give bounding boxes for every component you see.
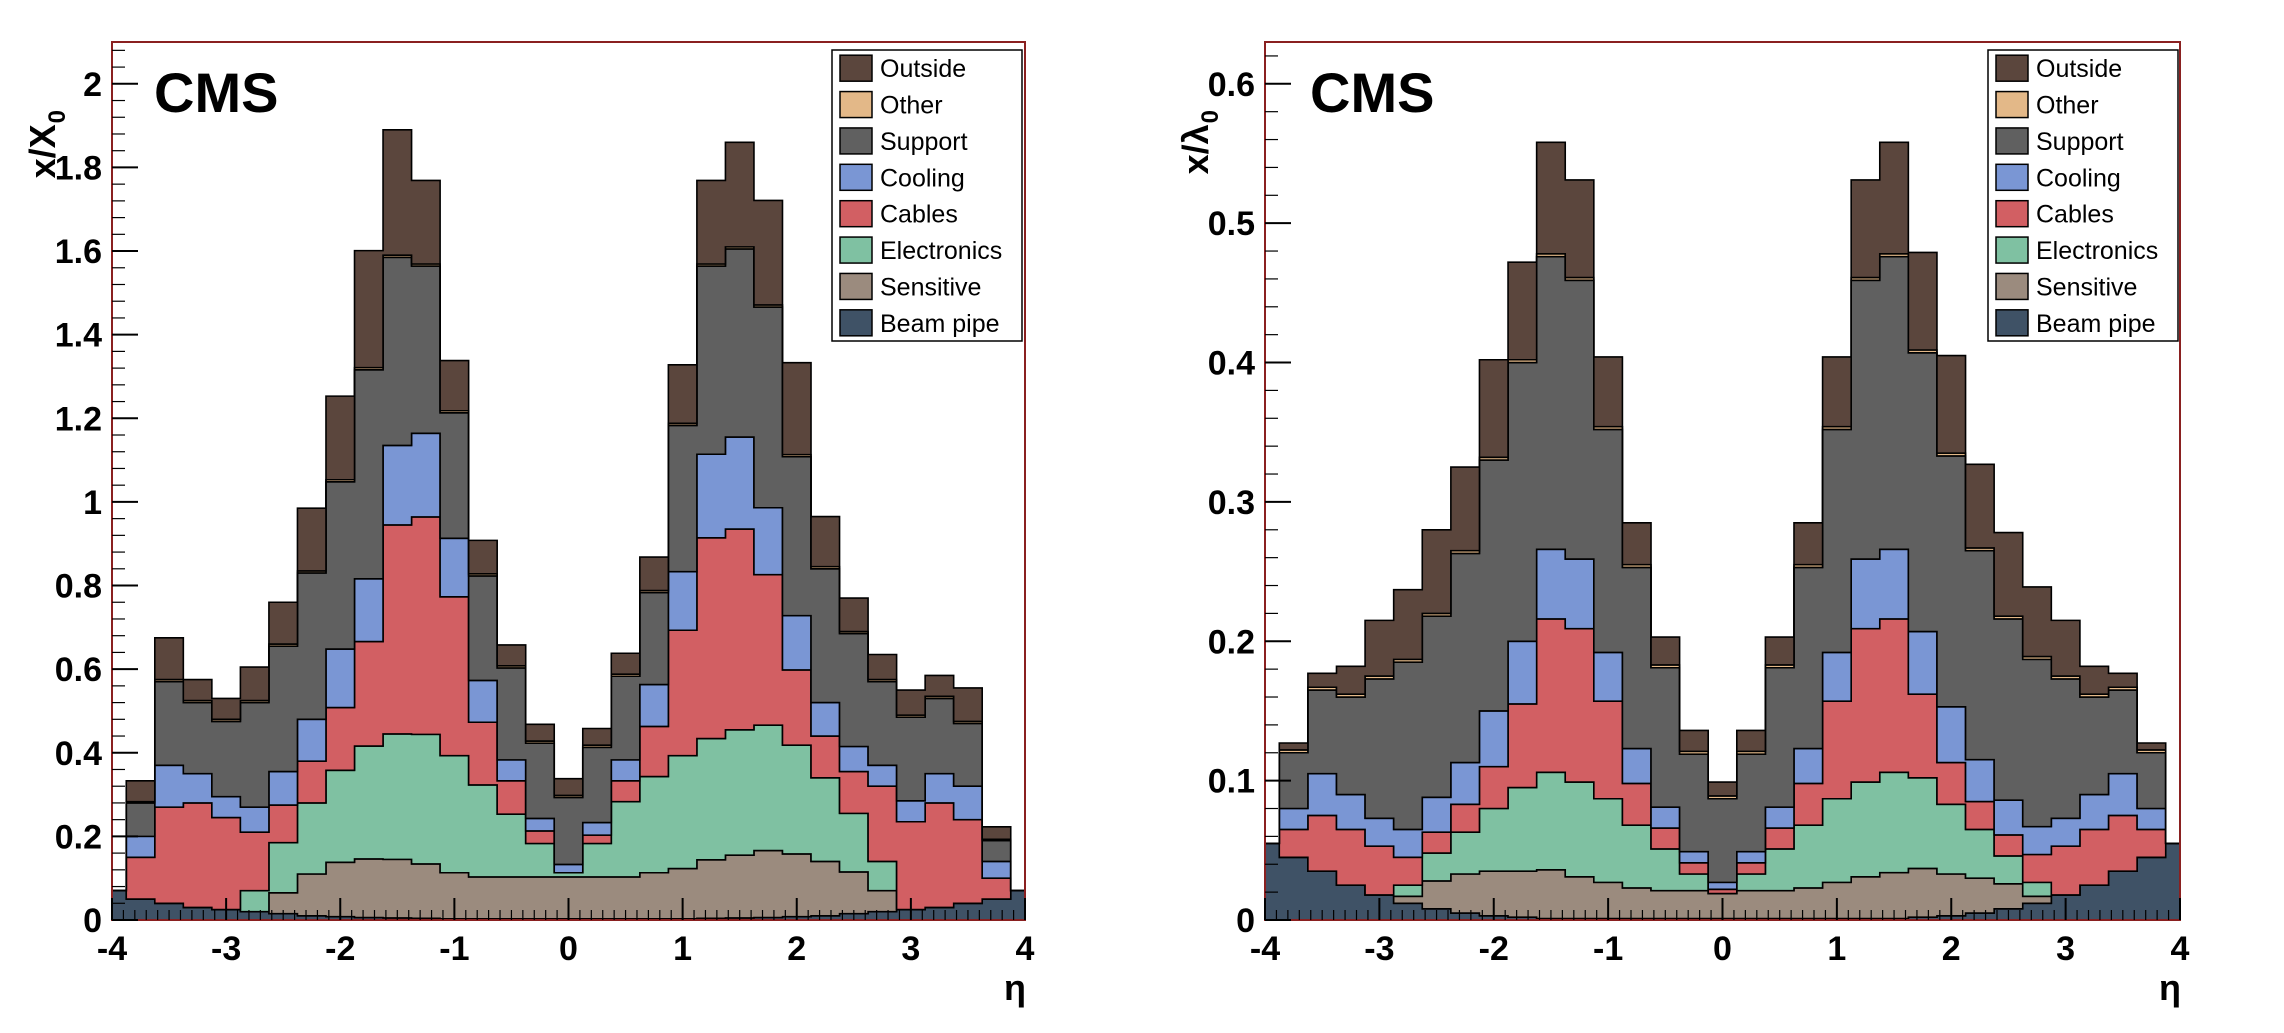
y-tick-label: 1.6	[55, 233, 102, 271]
legend-swatch	[1995, 90, 2029, 119]
series-outside	[1265, 141, 2180, 845]
y-tick-label: 0.2	[55, 818, 102, 856]
legend-swatch	[1995, 163, 2029, 192]
legend-label: Sensitive	[880, 273, 981, 301]
legend-label: Cooling	[2036, 164, 2121, 192]
y-tick-label: 0.2	[1208, 623, 1255, 661]
y-tick-label: 1.4	[55, 317, 102, 355]
legend-label: Other	[880, 92, 943, 120]
y-tick-label: 1.2	[55, 400, 102, 438]
legend-label: Outside	[2036, 55, 2122, 83]
x-axis-title: η	[1004, 967, 1026, 1008]
chart-panel-2: -4 -3 -2 -1 0 1 2 3 4 0 0.1 0.2 0.3 0.4 0.5 0.6 CMS x/λ0 η…	[1175, 41, 2190, 1008]
y-tick-label: 1.8	[55, 149, 102, 187]
y-tick-label: 0.4	[55, 735, 102, 773]
x-tick-label: -2	[1479, 930, 1509, 968]
legend-swatch	[839, 163, 873, 192]
legend-label: Cables	[880, 201, 958, 229]
y-tick-label: 0.6	[55, 651, 102, 689]
legend-swatch	[1995, 309, 2029, 337]
legend-swatch	[1995, 127, 2029, 155]
x-tick-label: 2	[1942, 930, 1961, 968]
experiment-label: CMS	[154, 61, 278, 124]
x-tick-label: -1	[1593, 930, 1623, 968]
legend-label: Electronics	[880, 237, 1002, 265]
y-axis-title: x/λ0	[1175, 110, 1224, 174]
x-tick-label: 1	[1827, 930, 1846, 968]
x-tick-label: 0	[559, 930, 578, 968]
x-tick-label: 1	[673, 930, 692, 968]
series-outside	[112, 129, 1025, 892]
x-tick-label: -3	[211, 930, 241, 968]
legend-label: Support	[2036, 128, 2124, 156]
y-tick-label: 0	[1236, 902, 1255, 940]
legend-swatch	[1995, 54, 2029, 82]
legend-label: Outside	[880, 55, 966, 83]
legend-swatch	[1995, 236, 2029, 264]
x-axis-title: η	[2159, 967, 2181, 1008]
y-tick-label: 2	[83, 66, 102, 104]
y-axis-title: x/X0	[22, 110, 71, 178]
legend-label: Electronics	[2036, 237, 2158, 265]
legend-label: Beam pipe	[880, 310, 1000, 338]
legend-swatch	[839, 309, 873, 337]
x-tick-label: -4	[97, 930, 127, 968]
y-tick-label: 1	[83, 484, 102, 522]
legend-swatch	[839, 199, 873, 228]
legend-swatch	[839, 90, 873, 119]
y-tick-label: 0.6	[1208, 66, 1255, 104]
x-tick-label: 4	[2171, 930, 2190, 968]
legend: Outside Other Support Cooling Cables Electron…	[831, 49, 1023, 342]
x-tick-label: 3	[901, 930, 920, 968]
legend-swatch	[839, 54, 873, 82]
y-tick-label: 0.1	[1208, 763, 1255, 801]
legend-swatch	[839, 127, 873, 155]
legend-label: Sensitive	[2036, 273, 2137, 301]
legend-label: Other	[2036, 92, 2099, 120]
x-tick-label: -1	[439, 930, 469, 968]
x-tick-label: -3	[1364, 930, 1394, 968]
legend-label: Beam pipe	[2036, 310, 2156, 338]
legend-swatch	[839, 272, 873, 301]
y-tick-label: 0	[83, 902, 102, 940]
x-tick-label: 3	[2056, 930, 2075, 968]
legend-label: Support	[880, 128, 968, 156]
legend-swatch	[1995, 272, 2029, 301]
x-tick-label: 2	[787, 930, 806, 968]
chart-panel-1: -4 -3 -2 -1 0 1 2 3 4 0 0.2 0.4 0.6 0.8 1 1.2 1.4 1.6 1.8 2…	[22, 41, 1035, 1008]
x-tick-label: -4	[1250, 930, 1280, 968]
legend-label: Cables	[2036, 201, 2114, 229]
legend-swatch	[839, 236, 873, 264]
experiment-label: CMS	[1310, 61, 1434, 124]
x-tick-label: 0	[1713, 930, 1732, 968]
y-tick-label: 0.4	[1208, 345, 1255, 383]
legend-swatch	[1995, 199, 2029, 228]
x-tick-label: -2	[325, 930, 355, 968]
x-tick-label: 4	[1016, 930, 1035, 968]
y-tick-label: 0.3	[1208, 484, 1255, 522]
y-tick-label: 0.8	[55, 568, 102, 606]
legend: Outside Other Support Cooling Cables Electron…	[1987, 49, 2179, 342]
y-tick-label: 0.5	[1208, 205, 1255, 243]
legend-label: Cooling	[880, 164, 965, 192]
